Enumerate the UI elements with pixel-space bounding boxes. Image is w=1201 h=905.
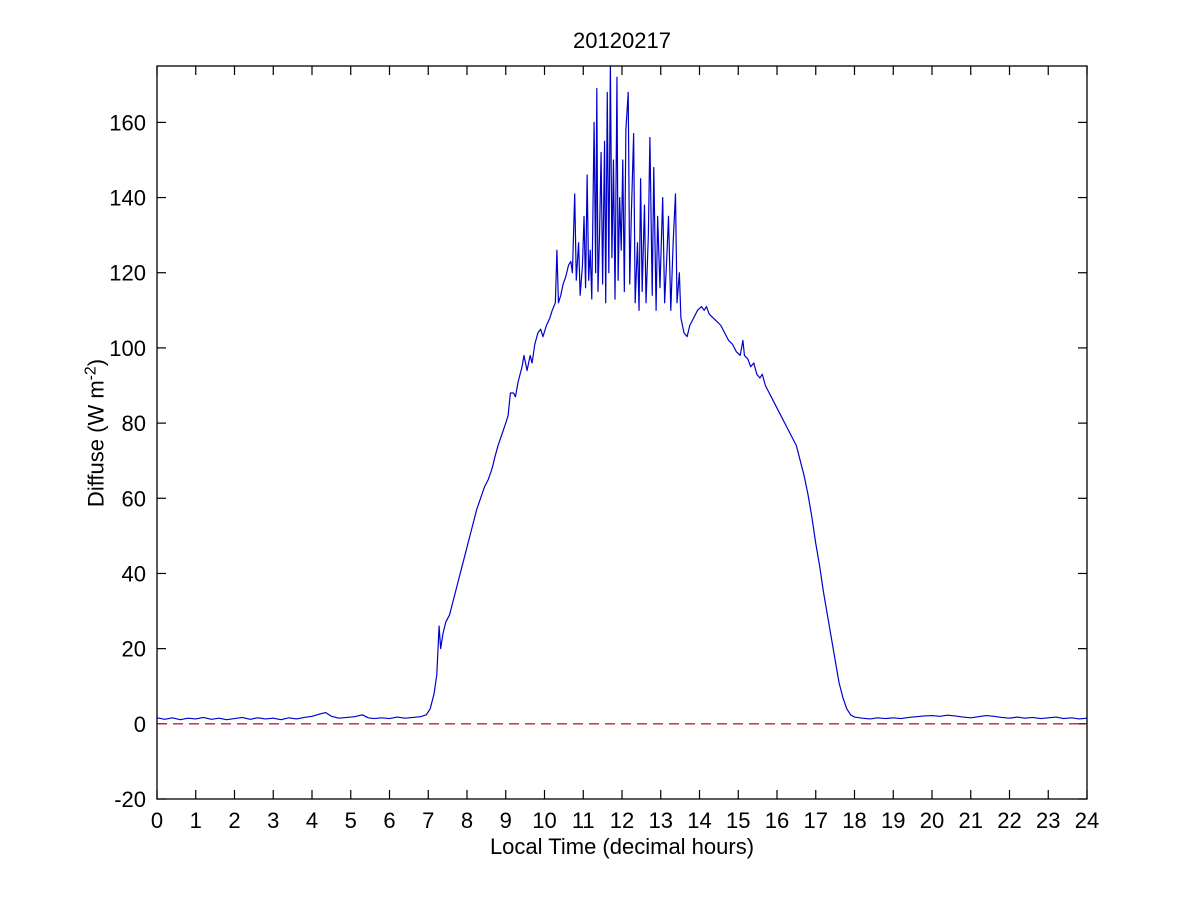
x-tick-label: 23 [1036, 808, 1060, 833]
x-tick-label: 6 [383, 808, 395, 833]
y-tick-label: -20 [114, 787, 146, 812]
y-tick-label: 20 [122, 637, 146, 662]
x-tick-label: 15 [726, 808, 750, 833]
y-tick-label: 140 [109, 186, 146, 211]
x-tick-label: 1 [190, 808, 202, 833]
x-tick-label: 19 [881, 808, 905, 833]
y-axis-label: Diffuse (W m-2) [82, 359, 109, 507]
x-tick-label: 12 [610, 808, 634, 833]
x-tick-label: 8 [461, 808, 473, 833]
x-tick-label: 11 [572, 808, 595, 833]
x-tick-label: 7 [422, 808, 434, 833]
x-tick-label: 5 [345, 808, 357, 833]
y-axis-label-end: ) [83, 358, 109, 367]
diffuse-series-line [157, 66, 1087, 721]
y-tick-label: 160 [109, 110, 146, 135]
x-tick-label: 2 [228, 808, 240, 833]
x-tick-label: 18 [842, 808, 866, 833]
x-tick-label: 13 [649, 808, 673, 833]
x-tick-label: 16 [765, 808, 789, 833]
y-tick-label: 0 [134, 712, 146, 737]
x-tick-label: 0 [151, 808, 163, 833]
y-tick-label: 120 [109, 261, 146, 286]
y-tick-label: 80 [122, 411, 146, 436]
x-axis-label: Local Time (decimal hours) [489, 834, 755, 859]
y-tick-label: 100 [109, 336, 146, 361]
x-tick-label: 24 [1075, 808, 1099, 833]
x-tick-label: 4 [306, 808, 318, 833]
x-tick-label: 3 [267, 808, 279, 833]
y-axis-label-main: Diffuse (W m [83, 380, 109, 508]
axes-box [156, 65, 1088, 800]
x-tick-label: 22 [997, 808, 1021, 833]
x-tick-label: 14 [687, 808, 711, 833]
x-tick-label: 20 [920, 808, 944, 833]
x-tick-label: 21 [959, 808, 983, 833]
x-tick-label: 17 [804, 808, 828, 833]
y-tick-label: 40 [122, 561, 146, 586]
x-tick-label: 9 [500, 808, 512, 833]
y-tick-label: 60 [122, 486, 146, 511]
chart-title: 20120217 [573, 28, 671, 53]
y-axis-label-superscript: -2 [82, 366, 100, 381]
x-tick-label: 10 [532, 808, 556, 833]
